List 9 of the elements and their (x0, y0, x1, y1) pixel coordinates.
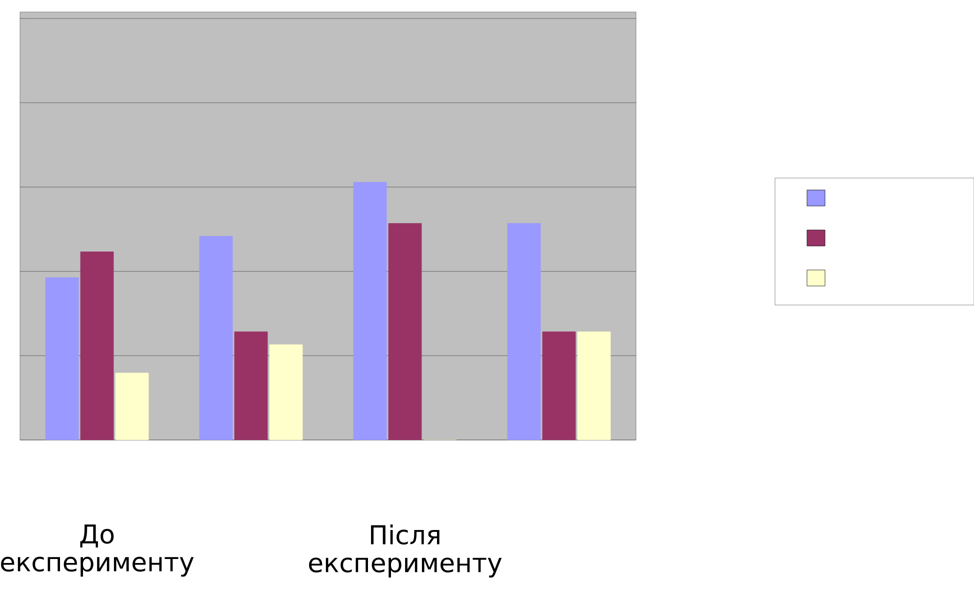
bar (234, 331, 268, 440)
bar (388, 223, 422, 440)
bar (577, 331, 611, 440)
bar (269, 344, 303, 440)
x-tick-label: Після експерименту (309, 524, 502, 578)
bar (80, 252, 114, 440)
x-tick-label: До експерименту (1, 524, 194, 577)
bar (115, 372, 149, 440)
bar (542, 331, 576, 440)
